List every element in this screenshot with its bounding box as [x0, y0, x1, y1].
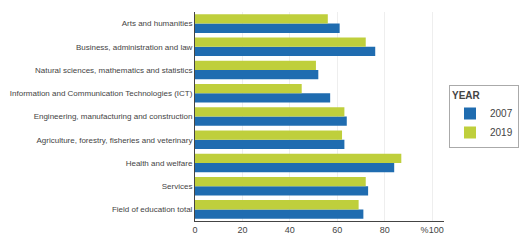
svg-text:Business, administration and l: Business, administration and law — [76, 43, 193, 52]
svg-text:20: 20 — [237, 225, 247, 235]
svg-text:Arts and humanities: Arts and humanities — [122, 19, 193, 28]
svg-text:Services: Services — [162, 182, 193, 191]
svg-text:%100: %100 — [421, 225, 444, 235]
svg-text:80: 80 — [380, 225, 390, 235]
svg-text:Information and Communication: Information and Communication Technologi… — [10, 89, 193, 98]
svg-text:YEAR: YEAR — [452, 90, 481, 101]
svg-text:2007: 2007 — [490, 108, 513, 119]
svg-text:40: 40 — [285, 225, 295, 235]
svg-text:60: 60 — [332, 225, 342, 235]
svg-text:Field of education total: Field of education total — [112, 205, 193, 214]
svg-text:0: 0 — [192, 225, 197, 235]
svg-text:Natural sciences, mathematics: Natural sciences, mathematics and statis… — [35, 66, 192, 75]
svg-text:Health and welfare: Health and welfare — [126, 159, 193, 168]
svg-text:2019: 2019 — [490, 127, 513, 138]
svg-text:Engineering, manufacturing and: Engineering, manufacturing and construct… — [34, 112, 193, 121]
svg-text:Agriculture, forestry, fisheri: Agriculture, forestry, fisheries and vet… — [36, 136, 192, 145]
